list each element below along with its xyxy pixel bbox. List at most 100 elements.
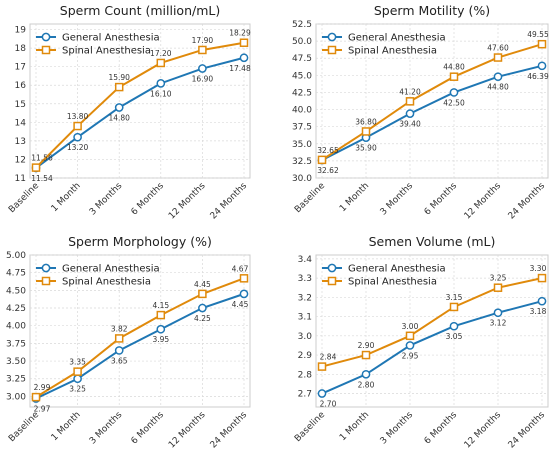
data-label: 13.20 bbox=[67, 143, 89, 152]
y-tick-label: 17 bbox=[15, 63, 26, 73]
y-tick-label: 4.25 bbox=[6, 304, 26, 314]
plot-area bbox=[315, 23, 549, 179]
y-tick-label: 52.5 bbox=[292, 20, 312, 30]
data-label: 3.82 bbox=[111, 324, 128, 333]
data-point bbox=[493, 283, 503, 292]
x-tick-label: 24 Months bbox=[209, 410, 250, 451]
data-label: 3.18 bbox=[530, 307, 547, 316]
y-tick-label: 4.50 bbox=[6, 286, 26, 296]
data-label: 49.55 bbox=[527, 30, 549, 39]
data-point bbox=[493, 72, 503, 82]
data-label: 46.39 bbox=[527, 72, 549, 81]
data-label: 3.95 bbox=[152, 335, 169, 344]
data-label: 2.70 bbox=[320, 400, 337, 409]
data-point bbox=[537, 273, 547, 283]
data-label: 4.45 bbox=[232, 300, 249, 309]
data-label: 2.80 bbox=[358, 380, 375, 389]
x-tick-label: 1 Month bbox=[338, 410, 371, 443]
y-tick-label: 3.25 bbox=[6, 375, 26, 385]
data-point bbox=[114, 103, 124, 112]
y-tick-label: 12 bbox=[15, 155, 26, 165]
legend: General Anesthesia Spinal Anesthesia bbox=[322, 33, 446, 57]
x-tick-label: 6 Months bbox=[130, 181, 167, 218]
y-tick-label: 11 bbox=[15, 174, 26, 184]
legend-marker bbox=[41, 276, 51, 286]
series-general-anesthesia: 2.97 3.25 3.65 3.95 4.25 4.45 bbox=[31, 289, 249, 414]
y-tick-label: 37.5 bbox=[292, 123, 312, 133]
y-tick-label: 50.0 bbox=[292, 37, 312, 47]
data-label: 11.56 bbox=[31, 154, 53, 163]
legend: General Anesthesia Spinal Anesthesia bbox=[322, 264, 446, 288]
legend-label: Spinal Anesthesia bbox=[348, 46, 437, 57]
x-tick-label: 1 Month bbox=[50, 410, 83, 443]
series-spinal-anesthesia: 2.99 3.35 3.82 4.15 4.45 4.67 bbox=[31, 264, 249, 402]
data-point bbox=[361, 127, 371, 136]
data-label: 35.90 bbox=[355, 144, 377, 153]
series-line bbox=[321, 43, 543, 161]
x-tick-label: Baseline bbox=[7, 181, 41, 215]
data-point bbox=[198, 303, 207, 313]
x-tick-label: 24 Months bbox=[507, 181, 548, 222]
data-label: 17.20 bbox=[150, 49, 172, 58]
x-tick-label: Baseline bbox=[293, 410, 327, 444]
data-label: 3.12 bbox=[490, 319, 507, 328]
legend-marker bbox=[41, 45, 51, 55]
legend-item-general-anesthesia: General Anesthesia bbox=[36, 33, 160, 44]
data-label: 4.15 bbox=[152, 301, 169, 310]
y-tick-label: 32.5 bbox=[292, 157, 312, 167]
data-point bbox=[493, 308, 503, 318]
chart-title: Semen Volume (mL) bbox=[369, 234, 496, 249]
data-label: 3.05 bbox=[446, 332, 463, 341]
series-line bbox=[321, 64, 543, 161]
y-tick-label: 3.00 bbox=[6, 392, 26, 402]
data-point bbox=[449, 321, 459, 331]
y-tick-label: 2.9 bbox=[298, 351, 313, 361]
data-point bbox=[405, 109, 415, 119]
data-label: 2.97 bbox=[34, 405, 51, 414]
y-tick-label: 3.4 bbox=[298, 255, 313, 265]
y-tick-label: 3.0 bbox=[298, 332, 313, 342]
y-tick-label: 3.2 bbox=[298, 293, 312, 303]
data-point bbox=[361, 350, 371, 360]
data-label: 3.30 bbox=[530, 264, 547, 273]
data-label: 3.65 bbox=[111, 356, 128, 365]
y-tick-label: 13 bbox=[15, 137, 26, 147]
y-tick-label: 15 bbox=[15, 100, 26, 110]
x-tick-label: 1 Month bbox=[338, 181, 371, 214]
data-point bbox=[156, 79, 166, 88]
data-point bbox=[449, 302, 459, 312]
chart-title: Sperm Motility (%) bbox=[374, 3, 490, 18]
data-point bbox=[31, 392, 41, 402]
legend: General Anesthesia Spinal Anesthesia bbox=[36, 264, 160, 288]
data-label: 4.67 bbox=[232, 264, 249, 273]
chart-title: Sperm Count (million/mL) bbox=[60, 3, 220, 18]
y-tick-label: 18 bbox=[15, 44, 27, 54]
data-point bbox=[114, 82, 124, 92]
data-label: 42.50 bbox=[443, 98, 465, 107]
data-label: 3.25 bbox=[490, 274, 507, 283]
data-label: 41.20 bbox=[399, 87, 421, 96]
legend-label: Spinal Anesthesia bbox=[62, 46, 151, 57]
legend-marker bbox=[41, 32, 51, 42]
series-spinal-anesthesia: 11.56 13.80 15.90 17.20 17.90 18.29 bbox=[31, 29, 251, 172]
legend-item-spinal-anesthesia: Spinal Anesthesia bbox=[36, 277, 151, 288]
data-point bbox=[239, 289, 249, 299]
x-tick-label: 3 Months bbox=[379, 410, 416, 447]
data-point bbox=[449, 88, 459, 97]
y-tick-label: 14 bbox=[15, 118, 27, 128]
y-tick-label: 4.75 bbox=[6, 269, 26, 279]
data-label: 36.80 bbox=[355, 117, 377, 126]
data-point bbox=[198, 45, 207, 55]
plot-area bbox=[29, 254, 251, 408]
data-point bbox=[239, 274, 249, 283]
series-line bbox=[321, 277, 543, 368]
data-label: 44.80 bbox=[487, 83, 509, 92]
legend-label: General Anesthesia bbox=[62, 264, 160, 275]
series-line bbox=[35, 292, 245, 400]
legend-marker bbox=[327, 263, 337, 273]
data-point bbox=[239, 53, 249, 63]
x-tick-label: Baseline bbox=[7, 410, 41, 444]
data-point bbox=[198, 289, 207, 299]
series-spinal-anesthesia: 2.84 2.90 3.00 3.15 3.25 3.30 bbox=[317, 264, 547, 371]
